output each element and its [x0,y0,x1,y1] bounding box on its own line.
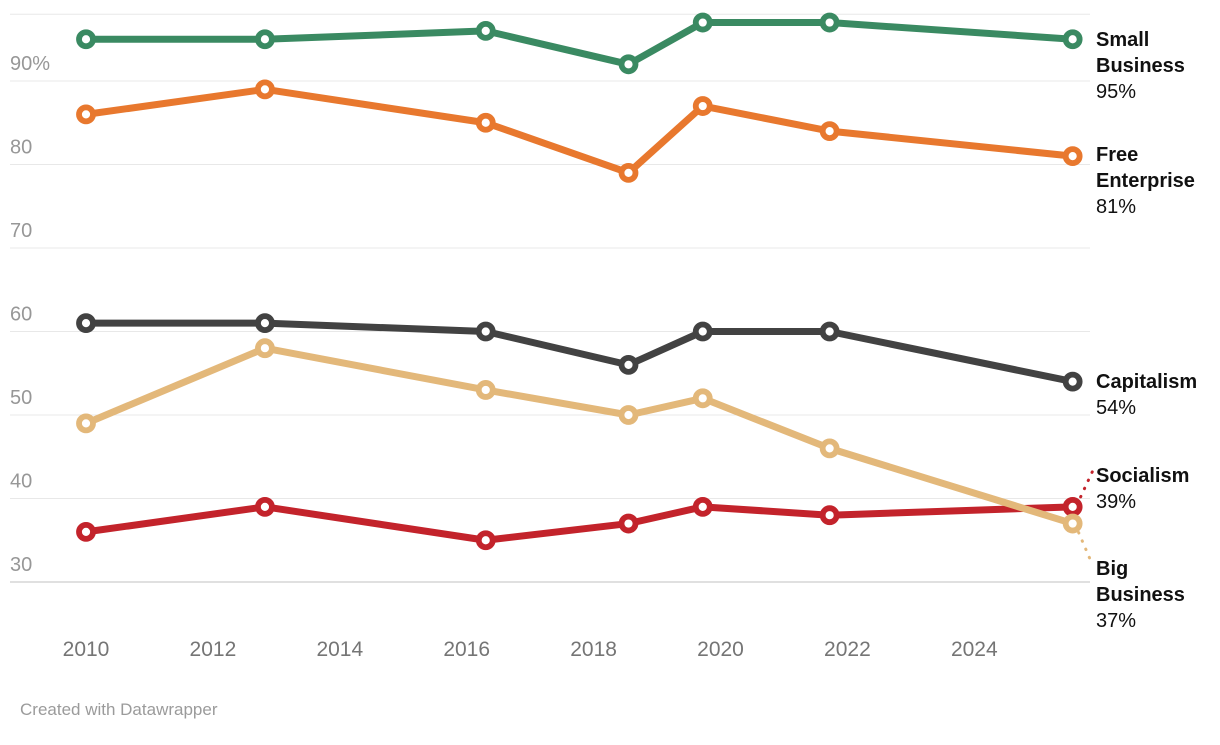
y-tick-label: 50 [10,387,32,409]
series-name-big-business: Big Business [1096,558,1185,606]
series-label-free-enterprise: Free Enterprise 81% [1096,142,1214,220]
series-value-socialism: 39% [1096,491,1137,513]
leader-line-big-business [1077,531,1093,563]
data-point-small-business [1062,29,1083,50]
data-point-free-enterprise [618,162,639,183]
x-tick-label: 2016 [443,638,490,661]
leader-line-socialism [1079,467,1096,499]
data-point-capitalism [1062,371,1083,392]
series-line-big-business [84,344,1074,527]
data-point-free-enterprise [475,112,496,133]
series-label-big-business: Big Business 37% [1096,556,1214,634]
data-point-capitalism [618,354,639,375]
y-tick-label: 90% [10,53,50,75]
data-point-capitalism [819,321,840,342]
y-tick-label: 80 [10,137,32,159]
series-line-socialism [85,503,1073,544]
x-tick-label: 2024 [951,638,998,661]
y-tick-label: 30 [10,554,32,576]
x-tick-label: 2020 [697,638,744,661]
series-value-free-enterprise: 81% [1096,196,1137,218]
data-point-capitalism [475,321,496,342]
x-tick-label: 2022 [824,638,871,661]
data-point-big-business [819,438,840,459]
data-point-capitalism [692,321,713,342]
data-point-big-business [255,338,275,359]
data-point-big-business [618,405,639,425]
series-name-socialism: Socialism [1096,465,1190,487]
datawrapper-attribution: Created with Datawrapper [20,700,218,719]
data-point-small-business [475,20,496,41]
data-point-small-business [618,54,639,75]
series-label-socialism: Socialism 39% [1096,463,1214,515]
data-point-big-business [475,380,496,400]
data-point-free-enterprise [76,104,96,125]
data-point-capitalism [76,313,96,334]
y-tick-label: 60 [10,304,32,326]
data-point-small-business [255,29,275,50]
series-label-small-business: Small Business 95% [1096,27,1214,105]
data-point-big-business [692,388,713,409]
x-tick-label: 2010 [63,638,110,661]
series-name-free-enterprise: Free Enterprise [1096,144,1195,192]
data-point-capitalism [255,313,275,334]
series-label-capitalism: Capitalism 54% [1096,369,1214,421]
data-point-small-business [819,12,840,33]
series-name-small-business: Small Business [1096,29,1185,77]
data-point-small-business [76,29,96,50]
data-point-free-enterprise [819,121,840,142]
x-tick-label: 2014 [316,638,363,661]
data-point-free-enterprise [692,96,713,116]
data-point-big-business [1062,513,1083,534]
data-point-socialism [475,530,496,551]
data-point-free-enterprise [1062,146,1083,167]
series-value-capitalism: 54% [1096,397,1137,419]
data-point-free-enterprise [255,79,275,100]
series-value-small-business: 95% [1096,81,1137,103]
y-tick-label: 70 [10,220,32,242]
x-tick-label: 2012 [190,638,237,661]
data-point-socialism [692,496,713,517]
data-point-socialism [819,505,840,526]
y-tick-label: 40 [10,471,32,493]
data-point-small-business [692,12,713,33]
series-line-small-business [86,19,1073,68]
series-name-capitalism: Capitalism [1096,371,1198,393]
series-line-free-enterprise [85,85,1074,177]
data-point-socialism [255,496,275,517]
data-point-socialism [1062,496,1083,517]
data-point-big-business [76,413,96,434]
series-value-big-business: 37% [1096,610,1137,632]
x-tick-label: 2018 [570,638,617,661]
data-point-socialism [618,513,639,534]
data-point-socialism [76,522,96,542]
